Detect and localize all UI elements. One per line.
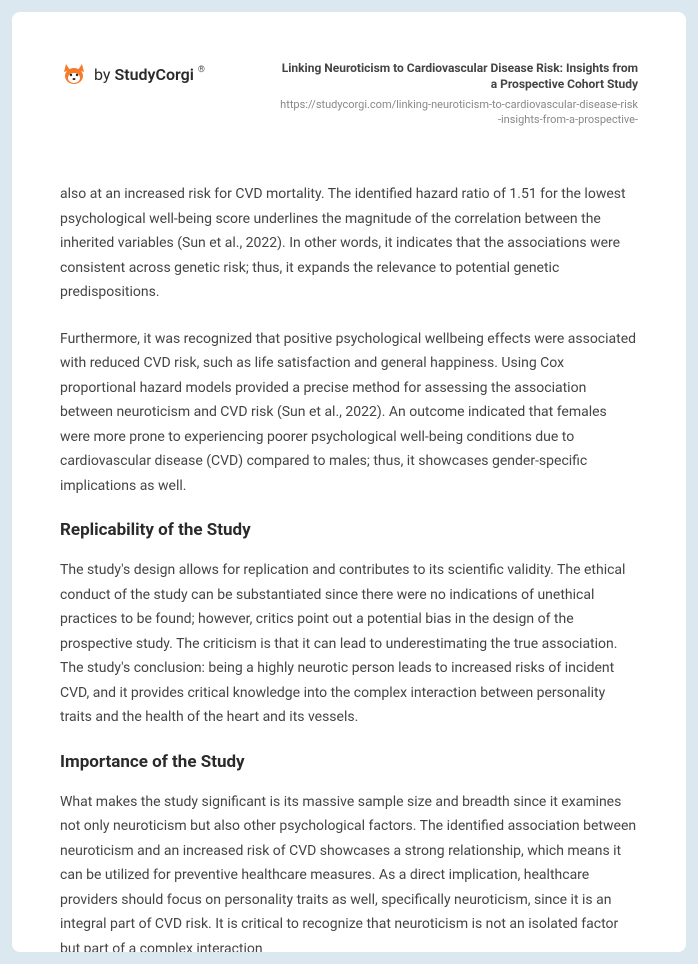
document-title: Linking Neuroticism to Cardiovascular Di… bbox=[278, 60, 638, 92]
page-header: by StudyCorgi ® Linking Neuroticism to C… bbox=[60, 60, 638, 128]
brand-text: by StudyCorgi ® bbox=[94, 65, 205, 84]
brand-name: StudyCorgi bbox=[114, 65, 193, 84]
paragraph: Furthermore, it was recognized that posi… bbox=[60, 327, 638, 499]
document-body: also at an increased risk for CVD mortal… bbox=[60, 182, 638, 952]
brand-by: by bbox=[94, 65, 110, 84]
corgi-logo-icon bbox=[60, 60, 88, 88]
document-url: https://studycorgi.com/linking-neurotici… bbox=[278, 98, 638, 128]
document-page: by StudyCorgi ® Linking Neuroticism to C… bbox=[12, 12, 686, 952]
registered-mark: ® bbox=[198, 65, 205, 75]
brand-block: by StudyCorgi ® bbox=[60, 60, 205, 88]
paragraph: also at an increased risk for CVD mortal… bbox=[60, 182, 638, 305]
section-heading: Importance of the Study bbox=[60, 752, 638, 772]
paragraph: What makes the study significant is its … bbox=[60, 790, 638, 952]
paragraph: The study's design allows for replicatio… bbox=[60, 558, 638, 730]
header-meta: Linking Neuroticism to Cardiovascular Di… bbox=[278, 60, 638, 128]
section-heading: Replicability of the Study bbox=[60, 520, 638, 540]
